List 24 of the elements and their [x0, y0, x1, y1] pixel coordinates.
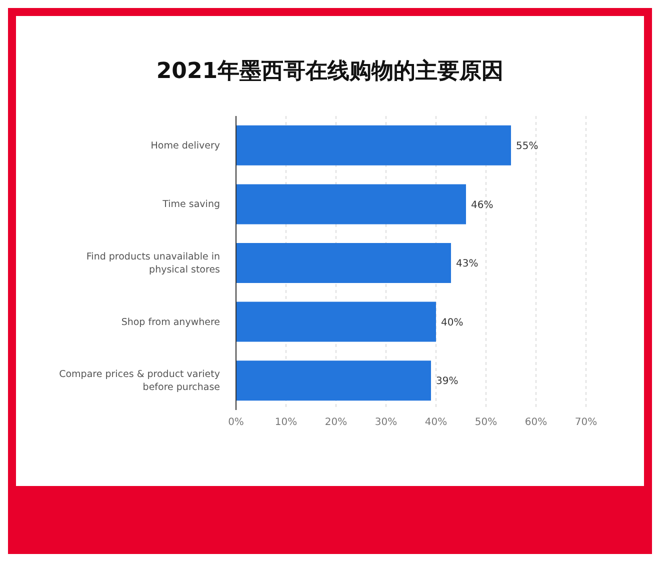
- bar: [236, 302, 436, 342]
- bar: [236, 243, 451, 284]
- y-tick-label: Shop from anywhere: [121, 316, 220, 328]
- data-label: 55%: [516, 140, 538, 152]
- bar: [236, 125, 511, 166]
- x-tick-label: 30%: [374, 417, 398, 428]
- data-label: 40%: [441, 317, 464, 328]
- bar: [236, 360, 431, 401]
- x-tick-label: 20%: [324, 417, 348, 428]
- y-tick-label: Find products unavailable in physical stores: [86, 251, 220, 276]
- data-label: 46%: [471, 200, 494, 211]
- data-label: 39%: [436, 376, 458, 388]
- y-tick-label: Compare prices & product variety before purchase: [59, 368, 220, 393]
- x-tick-label: 50%: [474, 417, 498, 428]
- x-tick-label: 70%: [574, 417, 598, 428]
- x-tick-label: 0%: [228, 417, 244, 428]
- x-tick-label: 60%: [524, 417, 548, 428]
- x-tick-label: 40%: [424, 417, 448, 428]
- data-label: 43%: [456, 258, 478, 270]
- bar: [236, 184, 466, 224]
- y-tick-label: Time saving: [162, 198, 220, 210]
- y-tick-label: Home delivery: [150, 140, 220, 152]
- chart-title: 2021年墨西哥在线购物的主要原因: [155, 58, 505, 86]
- x-tick-label: 10%: [274, 417, 298, 428]
